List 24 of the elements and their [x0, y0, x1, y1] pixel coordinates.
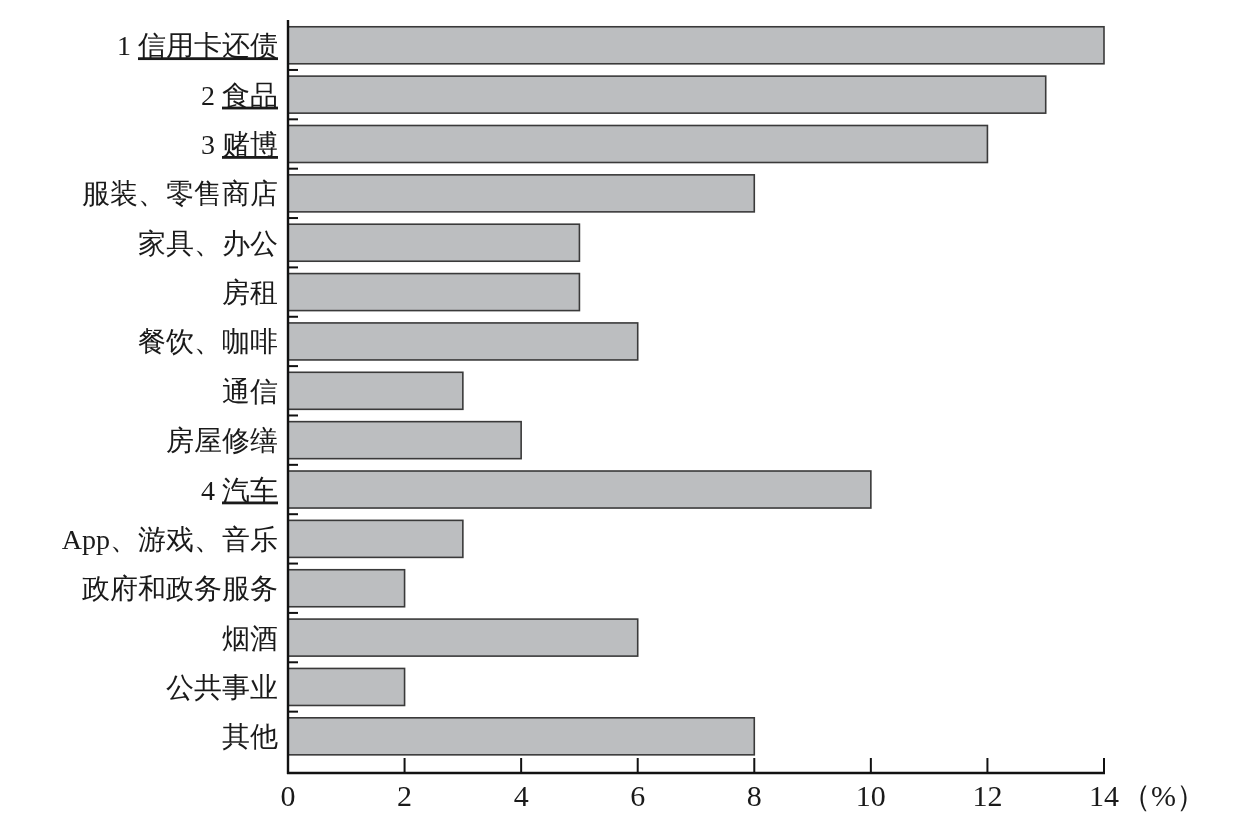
y-tick-label: 房租: [222, 277, 278, 309]
y-tick-label: 餐饮、咖啡: [138, 326, 278, 358]
y-tick-label: 公共事业: [166, 671, 278, 703]
y-tick-label: 房屋修缮: [166, 425, 278, 457]
x-axis-title: （%）: [1121, 779, 1206, 812]
y-tick-label: 2 食品: [201, 79, 278, 111]
x-tick-label: 0: [280, 779, 296, 812]
y-tick-label: 通信: [222, 375, 278, 407]
x-tick-label: 4: [513, 779, 529, 812]
y-tick-label: 政府和政务服务: [82, 573, 278, 605]
x-tick-label: 6: [630, 779, 646, 812]
y-tick-label: App、游戏、音乐: [61, 523, 278, 555]
y-tick-label: 烟酒: [222, 622, 278, 654]
x-tick-label: 14: [1089, 779, 1119, 812]
y-tick-label: 1 信用卡还债: [117, 30, 278, 62]
x-tick-label: 2: [397, 779, 413, 812]
x-tick-label: 12: [972, 779, 1003, 812]
y-tick-label: 家具、办公: [138, 227, 278, 259]
x-tick-label: 10: [855, 779, 886, 812]
y-tick-label: 4 汽车: [201, 474, 278, 506]
y-tick-label: 服装、零售商店: [82, 178, 278, 210]
x-tick-label: 8: [746, 779, 762, 812]
y-tick-label: 其他: [222, 721, 278, 753]
y-tick-label: 3 赌博: [201, 129, 278, 160]
